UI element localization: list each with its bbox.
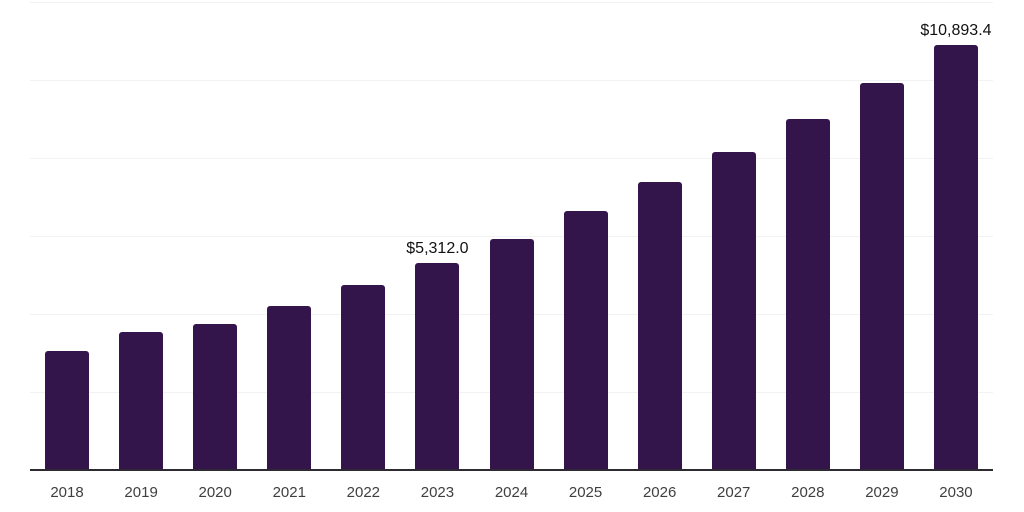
bar-2019 bbox=[119, 331, 164, 470]
data-label-2030: $10,893.4 bbox=[920, 22, 992, 40]
x-axis-line bbox=[30, 469, 993, 471]
x-tick-2030: 2030 bbox=[939, 484, 973, 501]
gridline-8000 bbox=[30, 158, 993, 159]
x-tick-2019: 2019 bbox=[124, 484, 158, 501]
bar-2028 bbox=[785, 118, 830, 470]
gridline-10000 bbox=[30, 80, 993, 81]
bar-2021 bbox=[267, 306, 312, 470]
x-tick-2026: 2026 bbox=[642, 484, 677, 501]
bar-2024 bbox=[489, 238, 534, 470]
bar-2029 bbox=[859, 82, 904, 470]
bar-2020 bbox=[193, 324, 238, 470]
bar-2026 bbox=[637, 182, 682, 470]
x-tick-2021: 2021 bbox=[272, 484, 306, 501]
x-tick-2020: 2020 bbox=[198, 484, 232, 501]
x-tick-2025: 2025 bbox=[568, 484, 603, 501]
bar-2030 bbox=[933, 45, 978, 470]
gridline-12000 bbox=[30, 2, 993, 3]
x-tick-2023: 2023 bbox=[420, 484, 455, 501]
x-tick-2024: 2024 bbox=[494, 484, 529, 501]
bar-2018 bbox=[45, 351, 90, 470]
x-tick-2028: 2028 bbox=[791, 484, 825, 501]
bar-2027 bbox=[711, 151, 756, 470]
bar-2025 bbox=[563, 211, 608, 470]
x-tick-2018: 2018 bbox=[50, 484, 84, 501]
x-tick-2029: 2029 bbox=[865, 484, 899, 501]
gridline-6000 bbox=[30, 236, 993, 237]
bar-2022 bbox=[341, 285, 386, 470]
bar-2023 bbox=[415, 262, 460, 470]
data-label-2023: $5,312.0 bbox=[406, 239, 469, 257]
x-tick-2027: 2027 bbox=[717, 484, 751, 501]
x-tick-2022: 2022 bbox=[346, 484, 381, 501]
